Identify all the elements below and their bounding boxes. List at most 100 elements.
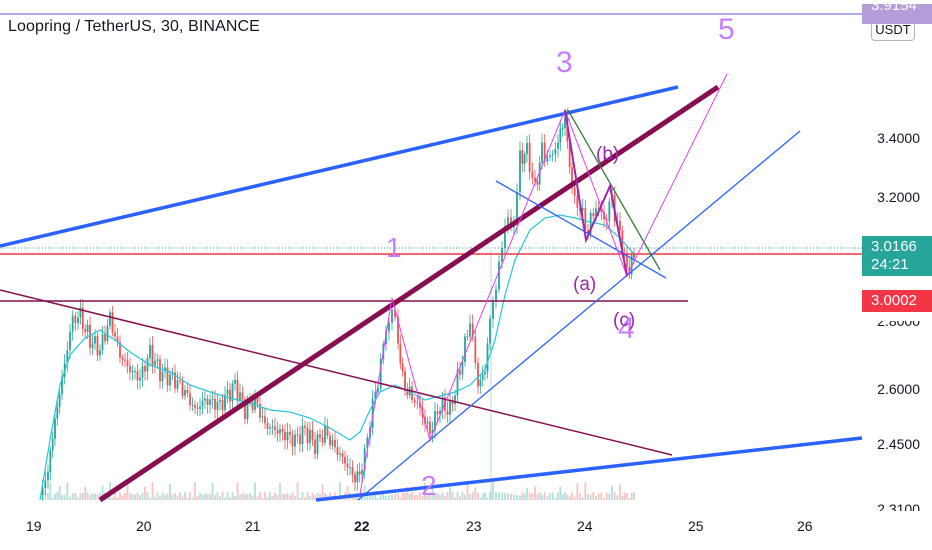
candle-body xyxy=(241,392,244,400)
candle-body xyxy=(314,439,316,454)
candle-body xyxy=(528,142,531,172)
candle-body xyxy=(54,418,56,439)
moving-average-line xyxy=(39,214,636,501)
symbol-title: Loopring / TetherUS, 30, BINANCE xyxy=(8,18,260,35)
candle-body xyxy=(341,453,344,458)
green-wedge-line[interactable] xyxy=(567,109,661,271)
candle-body xyxy=(541,142,543,163)
candle-body xyxy=(371,398,374,428)
candle-body xyxy=(459,370,461,375)
volume-bar xyxy=(406,486,409,500)
candle-body xyxy=(608,201,611,222)
candle-body xyxy=(441,397,444,411)
volume-bar xyxy=(466,483,469,500)
volume-bar xyxy=(592,492,595,500)
volume-bar xyxy=(144,486,146,500)
volume-bar xyxy=(616,495,619,500)
candle-body xyxy=(466,336,469,338)
volume-bar xyxy=(84,486,87,500)
volume-bar xyxy=(501,492,503,500)
volume-bar xyxy=(456,492,459,500)
candle-body xyxy=(286,431,289,441)
candle-body xyxy=(504,225,506,248)
blue-rising-line[interactable] xyxy=(357,130,801,501)
candle-body xyxy=(397,317,399,344)
volume-bar xyxy=(564,492,566,500)
volume-bar xyxy=(507,493,509,500)
wave-label-5[interactable]: 5 xyxy=(718,13,735,46)
volume-bar xyxy=(605,492,608,500)
volume-bar xyxy=(568,495,571,500)
volume-bar xyxy=(421,496,424,500)
abc-correction-lines[interactable] xyxy=(564,109,628,277)
upper-channel-line[interactable] xyxy=(0,85,679,248)
wave-label-2[interactable]: 2 xyxy=(421,470,437,501)
volume-bar xyxy=(316,493,319,500)
volume-bar xyxy=(174,492,176,500)
wave-label-a[interactable]: (a) xyxy=(573,274,597,295)
candle-body xyxy=(264,416,266,424)
wave-label-c[interactable]: (c) xyxy=(613,310,636,331)
candle-body xyxy=(49,450,52,473)
volume-bar xyxy=(291,492,294,500)
volume-bar xyxy=(66,482,69,500)
volume-bar xyxy=(566,494,569,500)
candle-body xyxy=(296,434,299,436)
volume-bar xyxy=(289,495,291,500)
volume-bar xyxy=(382,493,385,500)
candle-body xyxy=(486,343,489,372)
volume-bar xyxy=(339,482,341,500)
candle-body xyxy=(344,457,346,464)
candle-body xyxy=(449,400,451,415)
volume-bar xyxy=(469,494,471,500)
volume-bar xyxy=(136,492,139,500)
wave-label-1[interactable]: 1 xyxy=(386,232,402,263)
wave-label-3[interactable]: 3 xyxy=(556,46,573,79)
volume-bar xyxy=(379,492,382,500)
wave-label-b[interactable]: (b) xyxy=(596,144,620,165)
volume-bar xyxy=(426,495,429,500)
candle-body xyxy=(349,466,351,468)
candle-body xyxy=(481,374,484,380)
candle-body xyxy=(81,307,84,330)
candle-body xyxy=(164,367,166,372)
volume-bar xyxy=(408,493,411,500)
volume-bar xyxy=(89,494,91,500)
volume-bar xyxy=(419,492,421,500)
candle-body xyxy=(554,148,557,155)
price-tick: 2.3100 xyxy=(877,501,920,517)
volume-bar xyxy=(444,495,446,500)
candle-body xyxy=(489,318,491,344)
volume-bar xyxy=(114,492,116,500)
maroon-trend-line[interactable] xyxy=(98,84,720,503)
volume-bar xyxy=(573,496,576,500)
volume-bar xyxy=(139,495,141,500)
volume-bar xyxy=(269,492,271,500)
maroon-descending-line[interactable] xyxy=(0,289,673,456)
lower-channel-line[interactable] xyxy=(315,436,863,502)
candle-body xyxy=(519,150,521,193)
volume-bar xyxy=(116,496,119,500)
volume-bar xyxy=(234,495,236,500)
volume-bar xyxy=(371,493,374,500)
candle-body xyxy=(436,411,439,415)
candle-body xyxy=(319,434,321,438)
candle-body xyxy=(199,406,201,409)
volume-bar xyxy=(306,492,309,500)
blue-flag-line[interactable] xyxy=(495,180,667,279)
volume-bar xyxy=(459,496,461,500)
volume-bar xyxy=(271,496,274,500)
candle-body xyxy=(446,410,449,415)
candle-body xyxy=(587,229,589,234)
candle-body xyxy=(531,171,534,178)
volume-bar xyxy=(81,493,84,500)
volume-bar xyxy=(58,485,61,500)
volume-bar xyxy=(449,487,451,500)
wave-label-4[interactable]: 4 xyxy=(618,312,635,345)
volume-bar xyxy=(164,494,166,500)
wave-count-zigzag[interactable] xyxy=(359,73,728,496)
candle-body xyxy=(630,254,633,275)
volume-bar xyxy=(471,492,474,500)
volume-bar xyxy=(619,484,621,500)
